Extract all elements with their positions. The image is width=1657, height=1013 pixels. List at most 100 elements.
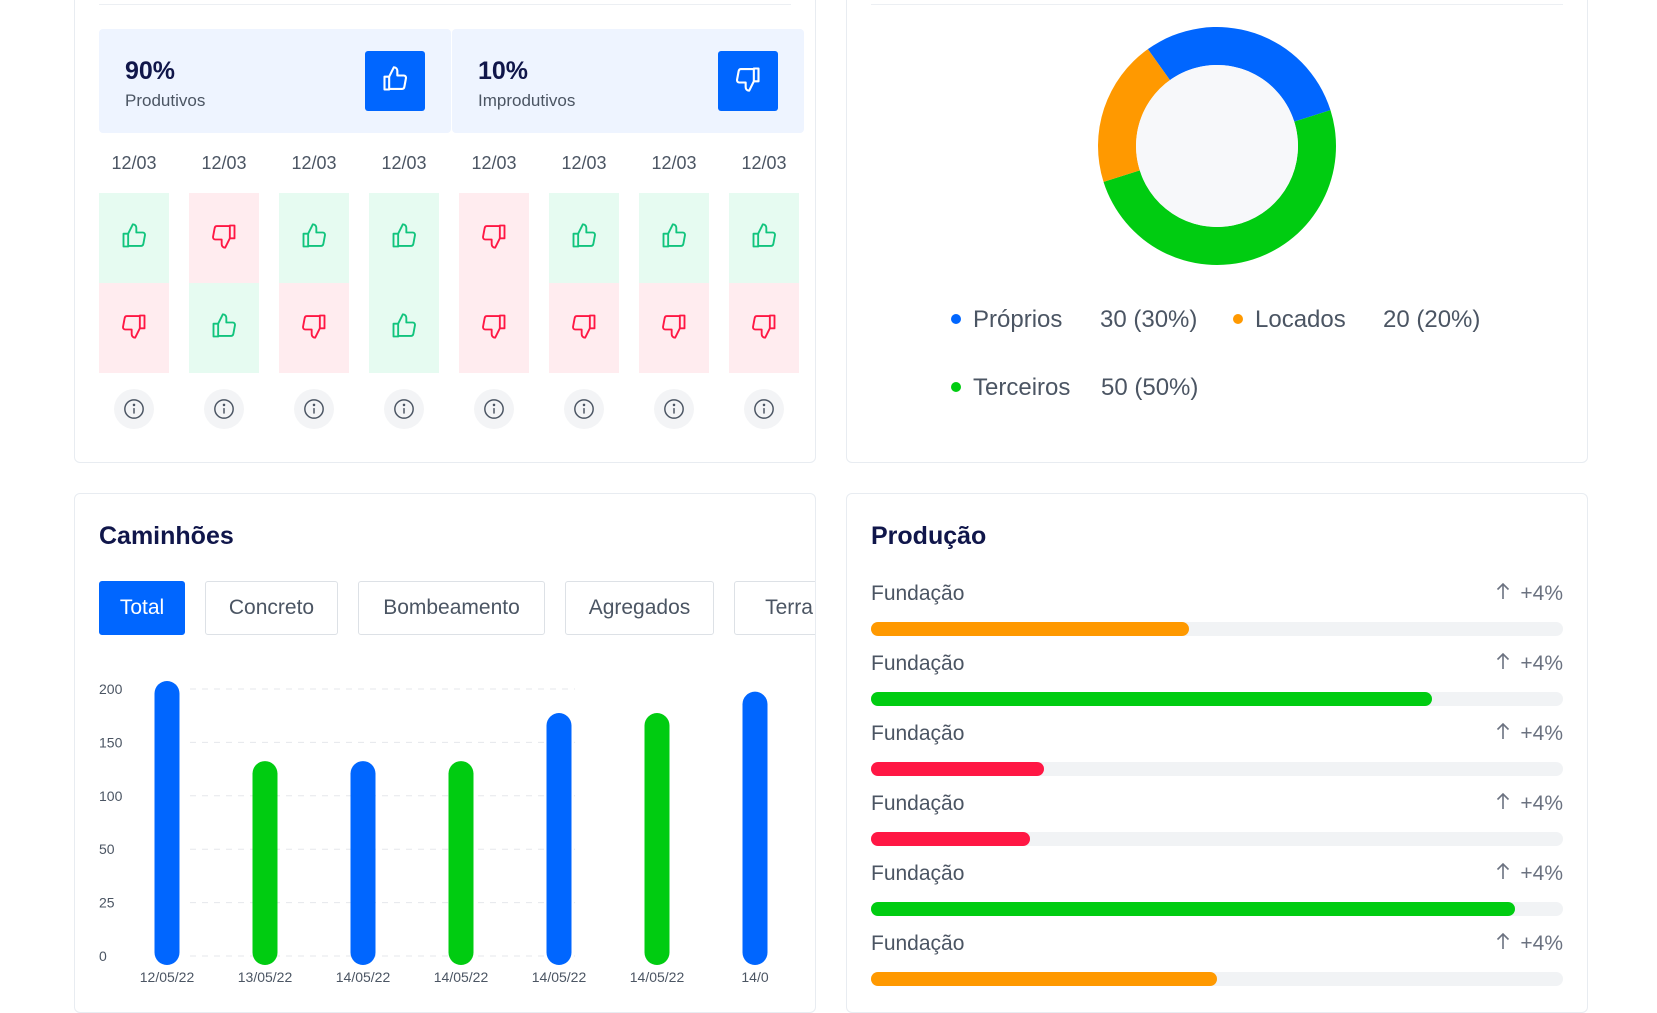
progress-track xyxy=(871,972,1563,986)
productive-percent: 90% xyxy=(125,57,176,85)
bar[interactable] xyxy=(350,761,376,965)
info-icon[interactable] xyxy=(744,389,784,429)
productive-button[interactable] xyxy=(365,51,425,111)
unproductive-button[interactable] xyxy=(718,51,778,111)
thumbs-up-icon xyxy=(390,222,418,255)
donut-slice-terceiros[interactable] xyxy=(1103,110,1336,265)
tab-bombeamento[interactable]: Bombeamento xyxy=(358,581,545,635)
donut-slice-locados[interactable] xyxy=(1098,49,1170,182)
productive-cell[interactable] xyxy=(99,193,169,283)
trucks-title: Caminhões xyxy=(99,522,234,550)
arrow-up-icon xyxy=(1496,582,1510,606)
y-tick-label: 100 xyxy=(99,788,123,804)
legend-item-locados: Locados 20 (20%) xyxy=(1233,306,1480,334)
legend-dot-green xyxy=(951,381,961,392)
bar[interactable] xyxy=(252,761,278,965)
info-icon[interactable] xyxy=(474,389,514,429)
info-icon[interactable] xyxy=(204,389,244,429)
productive-cell[interactable] xyxy=(639,193,709,283)
change-value: +4% xyxy=(1520,582,1563,605)
productive-cell[interactable] xyxy=(369,283,439,373)
y-tick-label: 150 xyxy=(99,734,123,750)
change-value: +4% xyxy=(1520,792,1563,815)
tab-terra[interactable]: Terra xyxy=(734,581,815,635)
production-item-change: +4% xyxy=(1496,582,1563,606)
thumbs-up-icon xyxy=(660,222,688,255)
productive-cell[interactable] xyxy=(369,193,439,283)
x-tick-label: 14/05/22 xyxy=(630,969,685,985)
bar[interactable] xyxy=(448,761,474,965)
production-item-name: Fundação xyxy=(871,862,965,885)
day-date: 12/03 xyxy=(201,153,247,173)
unproductive-cell[interactable] xyxy=(189,193,259,283)
divider xyxy=(99,4,791,5)
unproductive-cell[interactable] xyxy=(549,283,619,373)
productive-cell[interactable] xyxy=(549,193,619,283)
productive-cell[interactable] xyxy=(279,193,349,283)
day-date: 12/03 xyxy=(111,153,157,173)
day-date: 12/03 xyxy=(291,153,337,173)
thumbs-up-icon xyxy=(120,222,148,255)
info-icon[interactable] xyxy=(654,389,694,429)
unproductive-percent: 10% xyxy=(478,57,529,85)
unproductive-cell[interactable] xyxy=(729,283,799,373)
production-item-name: Fundação xyxy=(871,652,965,675)
thumbs-up-icon xyxy=(570,222,598,255)
production-item: Fundação +4% xyxy=(871,722,1563,788)
thumbs-down-icon xyxy=(120,312,148,345)
thumbs-down-icon xyxy=(750,312,778,345)
tab-concreto[interactable]: Concreto xyxy=(205,581,338,635)
change-value: +4% xyxy=(1520,862,1563,885)
change-value: +4% xyxy=(1520,932,1563,955)
x-tick-label: 14/0 xyxy=(741,969,768,985)
legend-value: 30 (30%) xyxy=(1100,306,1198,333)
legend-value: 50 (50%) xyxy=(1101,374,1199,401)
thumbs-down-icon xyxy=(210,222,238,255)
thumbs-down-icon xyxy=(300,312,328,345)
arrow-up-icon xyxy=(1496,722,1510,746)
productive-label: Produtivos xyxy=(125,91,206,110)
thumbs-down-icon xyxy=(480,312,508,345)
bar[interactable] xyxy=(546,713,572,965)
info-icon[interactable] xyxy=(564,389,604,429)
production-item-name: Fundação xyxy=(871,932,965,955)
info-icon[interactable] xyxy=(114,389,154,429)
tab-total[interactable]: Total xyxy=(99,581,185,635)
tab-agregados[interactable]: Agregados xyxy=(565,581,714,635)
unproductive-cell[interactable] xyxy=(279,283,349,373)
unproductive-cell[interactable] xyxy=(639,283,709,373)
bar[interactable] xyxy=(742,691,768,965)
legend-dot-orange xyxy=(1233,313,1243,324)
bar[interactable] xyxy=(154,681,180,965)
production-card: Produção Fundação +4% Fundação +4% Fundação +… xyxy=(846,493,1588,1013)
arrow-up-icon xyxy=(1496,792,1510,816)
progress-fill xyxy=(871,622,1190,636)
donut-hole xyxy=(1136,65,1298,227)
production-item: Fundação +4% xyxy=(871,932,1563,998)
donut-slice-prprios[interactable] xyxy=(1147,27,1331,122)
x-tick-label: 13/05/22 xyxy=(238,969,293,985)
bar[interactable] xyxy=(644,713,670,965)
production-item-change: +4% xyxy=(1496,862,1563,886)
thumbs-up-icon xyxy=(381,65,409,98)
unproductive-cell[interactable] xyxy=(459,193,529,283)
y-tick-label: 25 xyxy=(99,895,115,911)
productive-cell[interactable] xyxy=(729,193,799,283)
legend-label: Próprios xyxy=(973,306,1063,333)
progress-fill xyxy=(871,902,1515,916)
day-date: 12/03 xyxy=(651,153,697,173)
x-tick-label: 14/05/22 xyxy=(336,969,391,985)
productive-cell[interactable] xyxy=(189,283,259,373)
y-tick-label: 200 xyxy=(99,681,123,697)
info-icon[interactable] xyxy=(294,389,334,429)
arrow-up-icon xyxy=(1496,652,1510,676)
day-date: 12/03 xyxy=(471,153,517,173)
info-icon[interactable] xyxy=(384,389,424,429)
production-item-name: Fundação xyxy=(871,792,965,815)
thumbs-up-icon xyxy=(300,222,328,255)
unproductive-cell[interactable] xyxy=(459,283,529,373)
unproductive-cell[interactable] xyxy=(99,283,169,373)
change-value: +4% xyxy=(1520,722,1563,745)
legend-label: Terceiros xyxy=(973,374,1071,401)
production-item-change: +4% xyxy=(1496,792,1563,816)
